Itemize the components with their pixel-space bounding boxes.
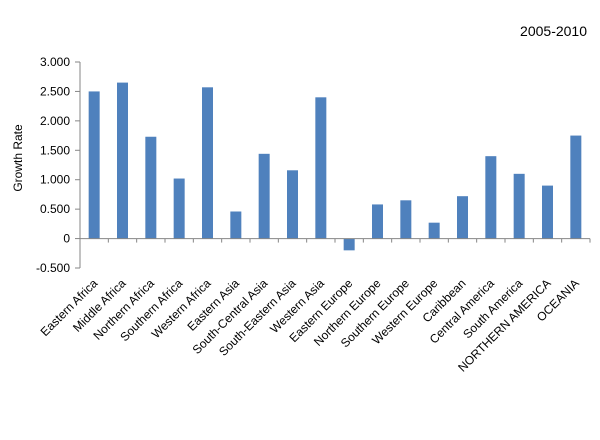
bar: [173, 178, 185, 239]
x-axis-ticks: [79, 238, 591, 243]
y-tick-label: 0.500: [40, 202, 70, 216]
chart-title: 2005-2010: [520, 23, 587, 39]
y-tick-label: 3.000: [40, 55, 70, 69]
bar: [258, 153, 270, 239]
bar: [400, 200, 412, 239]
bar: [428, 222, 440, 239]
y-tick-label: 0: [63, 232, 70, 246]
bar: [513, 173, 525, 239]
bar: [343, 238, 355, 251]
bar: [117, 82, 128, 239]
bar: [202, 87, 213, 239]
bar: [457, 196, 468, 239]
y-tick-label: 2.000: [40, 114, 70, 128]
y-tick-label: -0.500: [36, 261, 70, 275]
y-axis-title: Growth Rate: [11, 124, 25, 192]
bar: [315, 97, 327, 239]
bar: [570, 135, 582, 239]
bar: [145, 136, 157, 239]
bar: [88, 91, 100, 239]
y-tick-label: 1.000: [40, 173, 70, 187]
bar: [372, 204, 383, 239]
y-tick-label: 1.500: [40, 143, 70, 157]
bar: [485, 156, 497, 239]
y-axis: 3.000 2.500 2.000 1.500 1.000 0.500 0 -0.500: [36, 55, 80, 275]
bar: [230, 211, 242, 239]
y-tick-label: 2.500: [40, 84, 70, 98]
bar-series: [88, 82, 582, 251]
bar: [287, 170, 298, 239]
bar: [542, 185, 553, 239]
